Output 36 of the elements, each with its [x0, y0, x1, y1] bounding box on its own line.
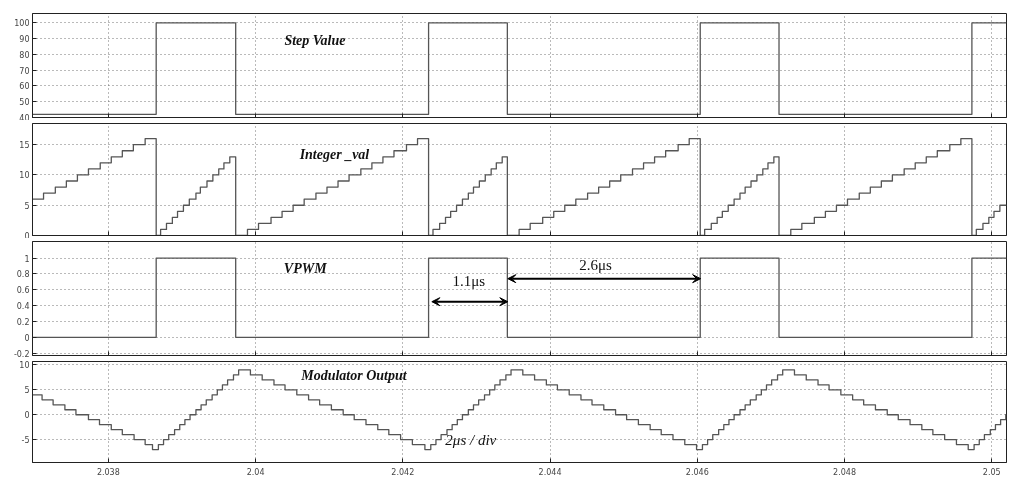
- y-tick-label: 100: [14, 19, 30, 29]
- x-tick-label: 2.04: [246, 467, 265, 477]
- annotation: 2.6μs: [579, 257, 612, 274]
- y-tick-label: 0.4: [16, 302, 30, 312]
- x-tick-label: 2.048: [833, 467, 856, 477]
- y-tick-label: 50: [19, 98, 30, 108]
- y-tick-label: 0: [24, 231, 30, 241]
- text: VPWM: [283, 261, 328, 277]
- y-tick-label: 10: [19, 361, 30, 371]
- y-tick-label: 1: [24, 254, 30, 264]
- y-tick-label: 0.6: [16, 286, 30, 296]
- text: Step Value: [284, 33, 346, 49]
- x-tick-label: 2.042: [391, 467, 415, 477]
- x-tick-label: 2.044: [538, 467, 562, 477]
- x-tick-label: 2.05: [982, 467, 1001, 477]
- y-tick-label: 40: [19, 113, 30, 123]
- y-tick-label: 70: [19, 66, 30, 76]
- y-tick-label: 0: [24, 411, 30, 421]
- y-tick-label: -5: [21, 436, 30, 446]
- x-tick-label: 2.046: [685, 467, 709, 477]
- x-tick-label: 2.038: [96, 467, 120, 477]
- annotation: 1.1μs: [452, 273, 486, 290]
- y-tick-label: 0.2: [16, 317, 30, 327]
- y-tick-label: 10: [19, 171, 30, 181]
- annotation: 2μs / div: [445, 432, 497, 449]
- y-tick-label: 5: [24, 201, 30, 211]
- y-tick-label: 15: [19, 141, 30, 151]
- y-tick-label: 0: [24, 333, 30, 343]
- y-tick-label: 90: [19, 35, 30, 45]
- text: Integer _val: [298, 147, 370, 163]
- y-tick-label: 0.8: [16, 270, 30, 280]
- y-tick-label: 60: [19, 82, 30, 92]
- y-tick-label: 80: [19, 50, 30, 60]
- text: Modulator Output: [300, 368, 408, 384]
- y-tick-label: -0.2: [13, 349, 30, 359]
- y-tick-label: 5: [24, 386, 30, 396]
